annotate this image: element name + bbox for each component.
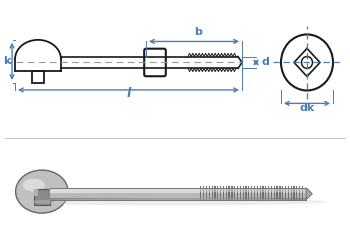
Bar xyxy=(200,186,202,201)
Text: dk: dk xyxy=(299,103,315,113)
Bar xyxy=(234,186,235,201)
Ellipse shape xyxy=(16,170,68,213)
Polygon shape xyxy=(306,188,312,200)
Text: k: k xyxy=(3,56,11,66)
Bar xyxy=(34,190,38,196)
Text: b: b xyxy=(194,27,202,37)
Bar xyxy=(50,198,306,200)
Bar xyxy=(243,186,244,201)
Bar xyxy=(265,186,266,201)
Text: d: d xyxy=(262,58,270,68)
Bar xyxy=(251,186,252,201)
Bar xyxy=(209,186,210,201)
Bar xyxy=(203,186,204,201)
Bar xyxy=(293,186,295,201)
Bar xyxy=(50,188,306,200)
Bar xyxy=(211,186,213,201)
Bar xyxy=(254,186,255,201)
Bar xyxy=(296,186,297,201)
Bar xyxy=(200,190,306,192)
Bar xyxy=(240,186,241,201)
Bar xyxy=(262,186,264,201)
Bar xyxy=(276,186,278,201)
Bar xyxy=(214,186,216,201)
Bar xyxy=(229,186,230,201)
Ellipse shape xyxy=(39,196,55,204)
Bar xyxy=(32,71,44,83)
Bar xyxy=(50,190,306,193)
Bar xyxy=(285,186,286,201)
Bar xyxy=(237,186,238,201)
Bar xyxy=(231,186,232,201)
Bar xyxy=(260,186,261,201)
Bar xyxy=(268,186,269,201)
Bar xyxy=(257,186,258,201)
Bar xyxy=(223,186,224,201)
Text: l: l xyxy=(126,88,131,101)
Bar xyxy=(226,186,227,201)
Bar xyxy=(220,186,221,201)
Bar xyxy=(271,186,272,201)
Bar xyxy=(274,186,275,201)
Ellipse shape xyxy=(24,198,326,205)
Bar xyxy=(288,186,289,201)
Bar xyxy=(245,186,247,201)
Ellipse shape xyxy=(23,179,45,192)
Bar xyxy=(34,190,50,204)
Bar xyxy=(299,186,300,201)
Bar xyxy=(282,186,284,201)
Bar xyxy=(217,186,218,201)
Bar xyxy=(206,186,207,201)
Bar xyxy=(290,186,292,201)
Bar xyxy=(248,186,250,201)
Bar xyxy=(302,186,303,201)
Bar xyxy=(279,186,280,201)
